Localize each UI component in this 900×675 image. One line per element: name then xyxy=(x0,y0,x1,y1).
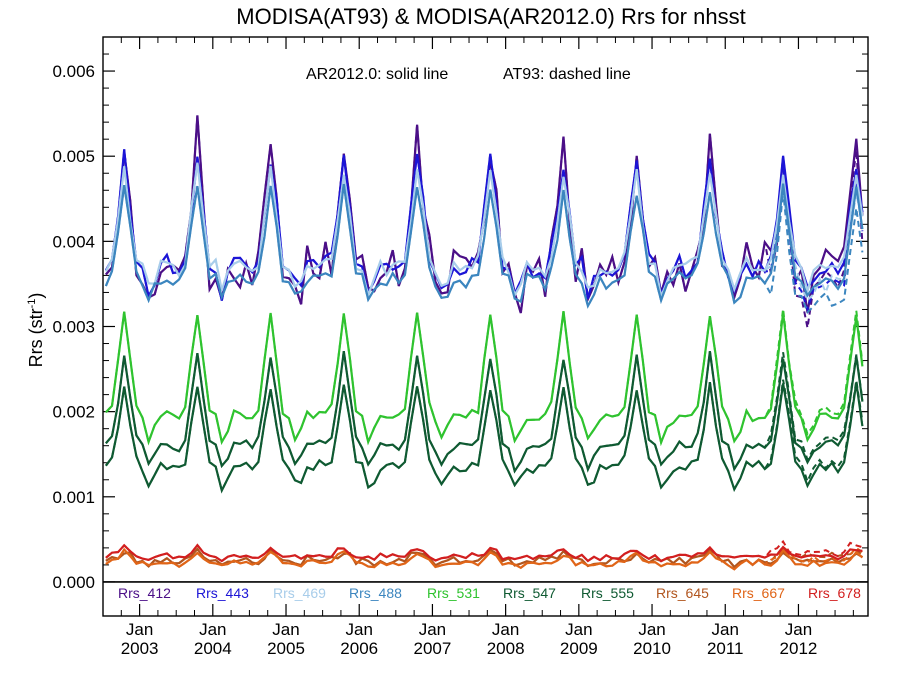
legend-entry-Rrs_412: Rrs_412 xyxy=(118,585,171,601)
legend-entry-Rrs_667: Rrs_667 xyxy=(732,585,785,601)
series-line-ar2012-Rrs_667 xyxy=(105,547,864,571)
series-line-ar2012-Rrs_547 xyxy=(105,351,864,474)
legend: Rrs_412 Rrs_443 Rrs_469 Rrs_488 Rrs_531 Rrs_5… xyxy=(118,585,861,601)
x-tick-month: Jan xyxy=(638,620,665,639)
x-axis: Jan2003Jan2004Jan2005Jan2006Jan2007Jan20… xyxy=(121,37,854,658)
x-tick-month: Jan xyxy=(272,620,299,639)
series-line-ar2012-Rrs_531 xyxy=(105,311,864,447)
x-tick-year: 2005 xyxy=(267,639,305,658)
series-line-ar2012-Rrs_555 xyxy=(105,382,864,494)
legend-entry-Rrs_488: Rrs_488 xyxy=(349,585,402,601)
x-tick-month: Jan xyxy=(492,620,519,639)
chart-title: MODISA(AT93) & MODISA(AR2012.0) Rrs for … xyxy=(236,4,745,29)
annotation-dashed: AT93: dashed line xyxy=(503,66,631,83)
legend-entry-Rrs_645: Rrs_645 xyxy=(656,585,709,601)
x-tick-year: 2003 xyxy=(121,639,159,658)
x-tick-year: 2008 xyxy=(487,639,525,658)
y-tick-label: 0.006 xyxy=(52,62,95,81)
plot-frame xyxy=(102,36,869,617)
x-tick-month: Jan xyxy=(712,620,739,639)
legend-entry-Rrs_555: Rrs_555 xyxy=(581,585,634,601)
y-axis-label-text: Rrs (str xyxy=(26,308,46,367)
x-tick-month: Jan xyxy=(199,620,226,639)
series-line-ar2012-Rrs_469 xyxy=(104,162,864,301)
x-tick-month: Jan xyxy=(785,620,812,639)
x-tick-year: 2009 xyxy=(560,639,598,658)
y-axis-label-close: ) xyxy=(26,293,46,299)
y-axis-label: Rrs (str-1) xyxy=(26,293,46,368)
legend-entry-Rrs_469: Rrs_469 xyxy=(273,585,326,601)
x-tick-year: 2012 xyxy=(780,639,818,658)
y-tick-label: 0.003 xyxy=(52,318,95,337)
y-axis: 0.000 0.001 0.002 0.003 0.004 0.005 0.006 xyxy=(52,36,868,592)
series-line-ar2012-Rrs_678 xyxy=(105,543,863,563)
y-tick-label: 0.000 xyxy=(52,573,95,592)
legend-entry-Rrs_547: Rrs_547 xyxy=(503,585,556,601)
y-axis-label-superscript: -1 xyxy=(26,299,38,309)
legend-entry-Rrs_531: Rrs_531 xyxy=(427,585,480,601)
y-tick-label: 0.001 xyxy=(52,488,95,507)
x-tick-month: Jan xyxy=(346,620,373,639)
x-tick-month: Jan xyxy=(126,620,153,639)
x-tick-year: 2010 xyxy=(633,639,671,658)
x-tick-year: 2011 xyxy=(707,639,744,658)
y-tick-label: 0.005 xyxy=(52,147,95,166)
x-tick-year: 2004 xyxy=(194,639,232,658)
legend-entry-Rrs_443: Rrs_443 xyxy=(196,585,249,601)
x-tick-year: 2007 xyxy=(414,639,452,658)
legend-entry-Rrs_678: Rrs_678 xyxy=(808,585,861,601)
x-tick-year: 2006 xyxy=(340,639,378,658)
series-line-ar2012-Rrs_488 xyxy=(104,183,864,309)
x-tick-month: Jan xyxy=(565,620,592,639)
x-tick-month: Jan xyxy=(419,620,446,639)
annotation-solid: AR2012.0: solid line xyxy=(306,66,448,83)
y-tick-label: 0.002 xyxy=(52,403,95,422)
y-tick-label: 0.004 xyxy=(52,232,95,251)
series-layer xyxy=(104,115,864,571)
